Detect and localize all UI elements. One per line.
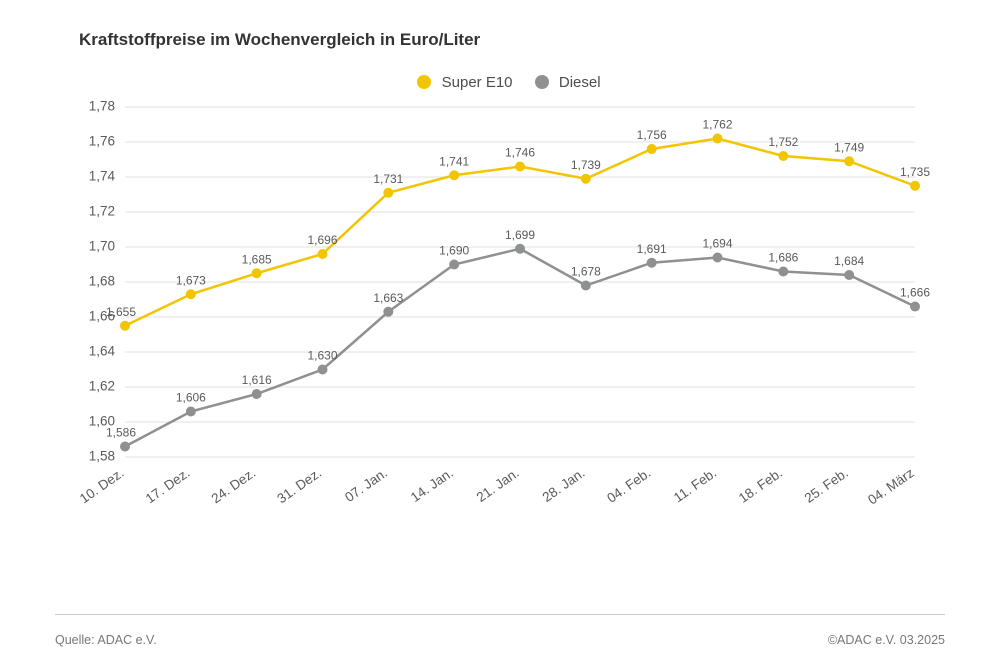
data-point <box>910 302 920 312</box>
chart-legend: Super E10 Diesel <box>55 74 945 91</box>
data-point <box>778 151 788 161</box>
data-label: 1,666 <box>900 286 930 300</box>
data-point <box>910 181 920 191</box>
x-axis-label: 14. Jan. <box>408 465 456 505</box>
x-axis-label: 24. Dez. <box>209 465 259 506</box>
data-point <box>581 281 591 291</box>
x-axis-label: 17. Dez. <box>143 465 193 506</box>
data-label: 1,694 <box>702 237 732 251</box>
svg-text:1,74: 1,74 <box>89 169 116 184</box>
data-label: 1,696 <box>307 233 337 247</box>
svg-text:1,70: 1,70 <box>89 239 115 254</box>
data-point <box>844 156 854 166</box>
svg-text:1,62: 1,62 <box>89 379 115 394</box>
data-point <box>318 365 328 375</box>
page: Kraftstoffpreise im Wochenvergleich in E… <box>0 0 1000 667</box>
source-label: Quelle: ADAC e.V. <box>55 633 157 647</box>
chart-area: 1,581,601,621,641,661,681,701,721,741,76… <box>65 97 945 527</box>
data-label: 1,686 <box>768 251 798 265</box>
data-label: 1,655 <box>106 305 136 319</box>
data-label: 1,616 <box>242 373 272 387</box>
data-point <box>449 170 459 180</box>
data-point <box>252 268 262 278</box>
data-point <box>713 134 723 144</box>
svg-text:1,58: 1,58 <box>89 449 115 464</box>
x-axis-label: 18. Feb. <box>736 465 785 506</box>
x-axis-label: 31. Dez. <box>274 465 324 506</box>
legend-swatch-super-e10 <box>417 75 431 89</box>
data-label: 1,630 <box>307 349 337 363</box>
svg-text:1,72: 1,72 <box>89 204 115 219</box>
x-axis-label: 21. Jan. <box>474 465 522 505</box>
data-point <box>252 389 262 399</box>
data-label: 1,746 <box>505 146 535 160</box>
data-point <box>515 162 525 172</box>
data-point <box>318 249 328 259</box>
data-point <box>383 188 393 198</box>
x-axis-label: 04. Feb. <box>604 465 653 506</box>
data-label: 1,752 <box>768 135 798 149</box>
x-axis-label: 25. Feb. <box>802 465 851 506</box>
chart-footer: Quelle: ADAC e.V. ©ADAC e.V. 03.2025 <box>55 614 945 647</box>
svg-text:1,68: 1,68 <box>89 274 115 289</box>
data-point <box>713 253 723 263</box>
data-point <box>383 307 393 317</box>
data-point <box>778 267 788 277</box>
data-label: 1,685 <box>242 252 272 266</box>
legend-label-super-e10: Super E10 <box>442 74 513 91</box>
chart-title: Kraftstoffpreise im Wochenvergleich in E… <box>79 30 945 50</box>
line-chart: 1,581,601,621,641,661,681,701,721,741,76… <box>65 97 935 527</box>
data-label: 1,739 <box>571 158 601 172</box>
data-label: 1,678 <box>571 265 601 279</box>
data-point <box>581 174 591 184</box>
svg-text:1,76: 1,76 <box>89 134 115 149</box>
data-point <box>647 144 657 154</box>
svg-text:1,78: 1,78 <box>89 99 115 114</box>
copyright-label: ©ADAC e.V. 03.2025 <box>828 633 945 647</box>
x-axis-label: 28. Jan. <box>540 465 588 505</box>
data-point <box>186 407 196 417</box>
data-label: 1,749 <box>834 140 864 154</box>
legend-label-diesel: Diesel <box>559 74 601 91</box>
x-axis-label: 07. Jan. <box>342 465 390 505</box>
svg-text:1,64: 1,64 <box>89 344 116 359</box>
data-point <box>120 321 130 331</box>
data-label: 1,735 <box>900 165 930 179</box>
data-label: 1,606 <box>176 391 206 405</box>
data-label: 1,741 <box>439 154 469 168</box>
x-axis-label: 11. Feb. <box>671 465 719 505</box>
data-label: 1,699 <box>505 228 535 242</box>
legend-swatch-diesel <box>535 75 549 89</box>
data-label: 1,731 <box>373 172 403 186</box>
x-axis-label: 10. Dez. <box>77 465 127 506</box>
data-point <box>449 260 459 270</box>
data-label: 1,756 <box>637 128 667 142</box>
data-label: 1,663 <box>373 291 403 305</box>
data-label: 1,684 <box>834 254 864 268</box>
data-point <box>120 442 130 452</box>
data-point <box>647 258 657 268</box>
data-label: 1,691 <box>637 242 667 256</box>
data-label: 1,690 <box>439 244 469 258</box>
x-axis-label: 04. März <box>865 465 917 508</box>
data-point <box>515 244 525 254</box>
data-point <box>186 289 196 299</box>
data-point <box>844 270 854 280</box>
data-label: 1,586 <box>106 426 136 440</box>
data-label: 1,762 <box>702 118 732 132</box>
data-label: 1,673 <box>176 273 206 287</box>
